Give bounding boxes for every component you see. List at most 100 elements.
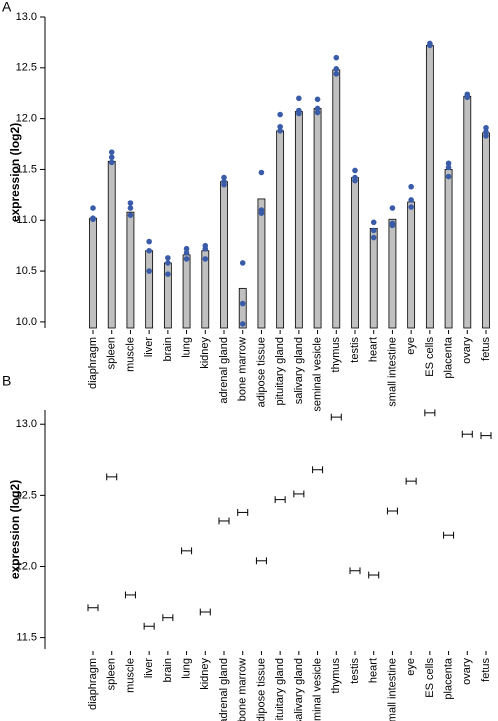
x-tick-label: thymus xyxy=(330,658,342,694)
bar xyxy=(407,201,416,329)
replicate-point xyxy=(146,247,152,254)
replicate-point xyxy=(108,149,115,155)
x-tick-label: diaphragm xyxy=(87,658,99,710)
x-tick-label: seminal vesicle xyxy=(311,337,323,412)
replicate-point xyxy=(314,96,321,103)
replicate-point xyxy=(202,245,209,252)
replicate-point xyxy=(483,124,489,131)
x-tick-label: adrenal gland xyxy=(218,658,230,721)
x-tick-label: ovary xyxy=(461,337,473,364)
bar xyxy=(182,254,191,329)
replicate-point xyxy=(127,212,134,218)
replicate-point xyxy=(408,183,414,190)
x-tick-label: thymus xyxy=(330,337,342,373)
replicate-point xyxy=(202,256,209,262)
bar xyxy=(201,250,210,329)
x-tick-label: fetus xyxy=(480,337,492,361)
x-tick-label: pituitary gland xyxy=(274,658,286,721)
bar xyxy=(126,211,135,329)
bar xyxy=(257,198,266,329)
y-tick-label: 10.5 xyxy=(16,265,37,277)
bar xyxy=(388,218,397,329)
replicate-point xyxy=(389,205,396,211)
x-tick-label: small intestine xyxy=(386,337,398,407)
bar xyxy=(220,181,228,329)
replicate-point xyxy=(183,249,190,256)
panel-label: A xyxy=(2,0,12,15)
x-tick-label: salivary gland xyxy=(293,658,305,721)
y-tick-label: 11.0 xyxy=(16,214,37,226)
x-tick-label: eye xyxy=(405,658,417,676)
replicate-point xyxy=(445,160,452,167)
x-tick-label: brain xyxy=(162,658,174,682)
replicate-point xyxy=(483,129,489,135)
bar xyxy=(276,130,285,329)
x-tick-label: spleen xyxy=(106,658,118,690)
bar xyxy=(89,217,97,329)
replicate-point xyxy=(464,94,471,101)
x-tick-label: liver xyxy=(143,658,155,679)
replicate-point xyxy=(165,255,171,261)
replicate-point xyxy=(127,200,134,206)
y-tick-label: 12.5 xyxy=(16,489,37,501)
x-tick-label: adrenal gland xyxy=(218,337,230,404)
replicate-point xyxy=(258,169,265,176)
y-tick-label: 12.0 xyxy=(16,560,37,572)
replicate-point xyxy=(90,205,96,211)
replicate-point xyxy=(258,210,265,216)
x-tick-label: adipose tissue xyxy=(255,658,267,721)
replicate-point xyxy=(277,123,283,130)
x-tick-label: ES cells xyxy=(424,658,436,698)
replicate-point xyxy=(146,238,152,245)
y-tick-label: 10.0 xyxy=(16,316,37,328)
bar xyxy=(313,108,322,329)
y-axis-label: expression (log2) xyxy=(8,123,22,222)
replicate-point xyxy=(108,154,115,161)
x-tick-label: fetus xyxy=(480,658,492,682)
replicate-point xyxy=(239,321,246,327)
replicate-point xyxy=(165,260,171,266)
replicate-point xyxy=(296,110,302,117)
replicate-point xyxy=(277,111,283,118)
replicate-point xyxy=(370,234,377,241)
bar xyxy=(482,132,490,329)
replicate-point xyxy=(352,177,358,184)
x-tick-label: ovary xyxy=(461,658,473,685)
panel-label: B xyxy=(2,373,11,389)
replicate-point xyxy=(333,54,340,61)
bar xyxy=(294,111,303,329)
y-tick-label: 12.0 xyxy=(16,113,37,125)
x-tick-label: kidney xyxy=(199,337,211,369)
bar xyxy=(332,69,341,329)
replicate-point xyxy=(333,71,340,77)
x-tick-label: eye xyxy=(405,337,417,355)
replicate-point xyxy=(370,227,377,234)
bar xyxy=(351,177,359,329)
x-tick-label: lung xyxy=(180,337,192,358)
x-tick-label: muscle xyxy=(124,337,136,372)
replicate-point xyxy=(239,300,246,307)
bar xyxy=(444,169,453,329)
x-tick-label: lung xyxy=(180,658,192,679)
replicate-point xyxy=(333,66,340,72)
x-tick-label: diaphragm xyxy=(87,337,99,389)
x-tick-label: bone marrow xyxy=(237,337,249,401)
replicate-point xyxy=(370,219,377,226)
x-tick-label: salivary gland xyxy=(293,337,305,404)
x-tick-label: placenta xyxy=(442,336,454,378)
x-tick-label: brain xyxy=(162,337,174,361)
replicate-point xyxy=(445,164,452,171)
y-axis-label: expression (log2) xyxy=(8,480,22,579)
bar xyxy=(425,45,434,329)
y-tick-label: 13.0 xyxy=(16,11,37,23)
bar xyxy=(145,250,154,329)
replicate-point xyxy=(314,109,321,116)
x-tick-label: spleen xyxy=(106,337,118,369)
replicate-point xyxy=(221,174,227,181)
replicate-point xyxy=(183,256,190,262)
replicate-point xyxy=(296,95,302,102)
bar xyxy=(463,95,472,329)
replicate-point xyxy=(314,105,321,112)
replicate-point xyxy=(127,205,134,211)
